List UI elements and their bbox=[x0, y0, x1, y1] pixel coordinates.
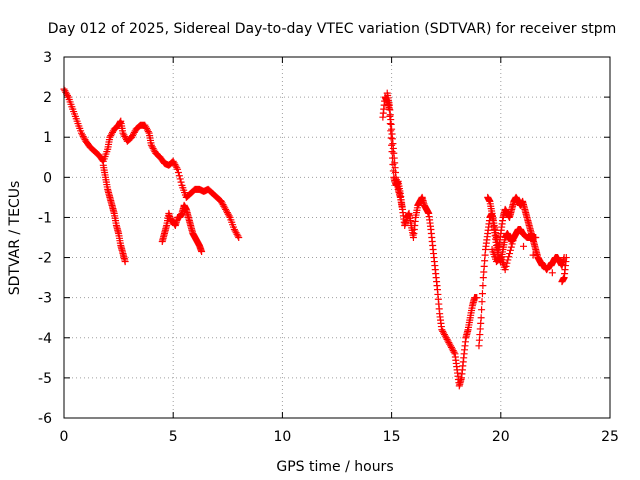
data-point bbox=[121, 258, 129, 266]
y-tick-label: -3 bbox=[38, 291, 52, 307]
data-point bbox=[473, 294, 481, 302]
x-tick-label: 25 bbox=[601, 429, 619, 445]
data-point bbox=[478, 298, 486, 306]
data-point bbox=[198, 248, 206, 256]
data-point bbox=[562, 254, 570, 262]
data-point bbox=[173, 164, 181, 172]
data-point bbox=[388, 148, 396, 156]
y-tick-label: 2 bbox=[43, 90, 52, 106]
y-tick-label: -1 bbox=[38, 210, 52, 226]
data-point bbox=[234, 232, 242, 240]
data-point bbox=[503, 259, 511, 267]
data-point bbox=[225, 212, 233, 220]
data-point bbox=[507, 243, 515, 251]
y-tick-labels: -6 -5 -4 -3 -2 -1 0 1 2 3 bbox=[38, 50, 52, 427]
data-point bbox=[387, 127, 395, 135]
data-point bbox=[174, 169, 182, 177]
y-tick-label: 3 bbox=[43, 50, 52, 66]
data-point bbox=[520, 242, 528, 250]
chart-title: Day 012 of 2025, Sidereal Day-to-day VTE… bbox=[48, 21, 617, 37]
y-tick-label: -2 bbox=[38, 251, 52, 267]
series-arc-1c bbox=[158, 201, 206, 256]
series-arc-2a bbox=[379, 93, 481, 390]
data-point bbox=[176, 175, 184, 183]
data-point bbox=[144, 128, 152, 136]
data-point bbox=[477, 314, 485, 322]
grid bbox=[64, 57, 610, 418]
series-arc-2b bbox=[383, 89, 407, 213]
data-point bbox=[501, 266, 509, 274]
series-arc-1a bbox=[60, 85, 243, 241]
y-axis-label: SDTVAR / TECUs bbox=[7, 181, 23, 296]
y-tick-label: -4 bbox=[38, 331, 52, 347]
data-point bbox=[509, 237, 517, 245]
y-tick-label: 0 bbox=[43, 170, 52, 186]
data-point bbox=[387, 134, 395, 142]
data-point bbox=[505, 253, 513, 261]
data-point bbox=[529, 251, 537, 259]
data-point bbox=[174, 165, 182, 173]
data-point bbox=[502, 262, 510, 270]
x-axis-label: GPS time / hours bbox=[276, 459, 393, 475]
x-tick-label: 0 bbox=[60, 429, 69, 445]
data-point bbox=[235, 234, 243, 241]
plot-frame bbox=[63, 56, 611, 419]
data-point bbox=[506, 246, 514, 254]
data-point bbox=[450, 348, 458, 356]
series-arc-2d bbox=[484, 193, 540, 266]
data-point bbox=[532, 234, 540, 241]
x-tick-labels: 0 5 10 15 20 25 bbox=[60, 429, 619, 445]
x-tick-label: 15 bbox=[383, 429, 401, 445]
series-arc-2e bbox=[488, 234, 570, 286]
y-tick-label: -6 bbox=[38, 411, 52, 427]
data-point bbox=[478, 290, 486, 298]
data-point bbox=[388, 141, 396, 149]
data-point bbox=[510, 234, 518, 241]
data-point bbox=[548, 269, 556, 277]
data-points bbox=[60, 85, 570, 390]
data-point bbox=[506, 250, 514, 258]
x-tick-label: 10 bbox=[273, 429, 291, 445]
x-tick-label: 20 bbox=[492, 429, 510, 445]
data-point bbox=[508, 240, 516, 248]
data-point bbox=[63, 92, 71, 100]
y-tick-label: -5 bbox=[38, 371, 52, 387]
series-arc-1b bbox=[99, 161, 129, 266]
data-point bbox=[478, 306, 486, 314]
data-point bbox=[175, 172, 183, 180]
data-point bbox=[177, 178, 185, 186]
data-point bbox=[504, 256, 512, 264]
data-point bbox=[539, 260, 547, 268]
data-point bbox=[399, 205, 407, 213]
y-tick-label: 1 bbox=[43, 130, 52, 146]
x-tick-label: 5 bbox=[169, 429, 178, 445]
data-point bbox=[479, 282, 487, 290]
